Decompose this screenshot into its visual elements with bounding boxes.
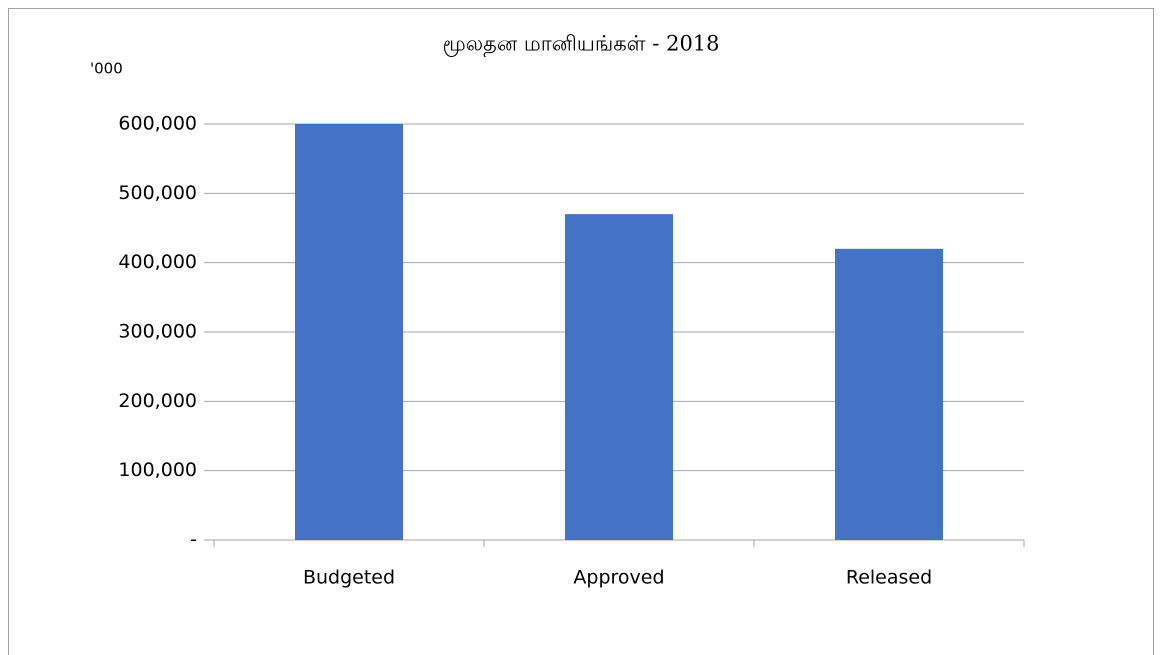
chart-frame — [8, 8, 1154, 655]
x-tick-label: Released — [846, 567, 932, 589]
y-tick-label: 600,000 — [118, 113, 197, 135]
y-tick-label: 300,000 — [118, 321, 197, 343]
y-tick-label: 200,000 — [118, 390, 197, 412]
y-tick-label: - — [190, 529, 197, 551]
x-tick-label: Budgeted — [303, 567, 395, 589]
y-tick-label: 500,000 — [118, 182, 197, 204]
bar — [565, 214, 673, 540]
y-tick-label: 400,000 — [118, 251, 197, 273]
bar — [835, 248, 943, 541]
chart-title: மூலதன மானியங்கள் - 2018 — [442, 32, 719, 58]
y-tick-label: 100,000 — [118, 459, 197, 481]
bar — [295, 124, 403, 540]
x-tick-label: Approved — [573, 567, 664, 589]
y-unit-label: '000 — [90, 60, 123, 78]
